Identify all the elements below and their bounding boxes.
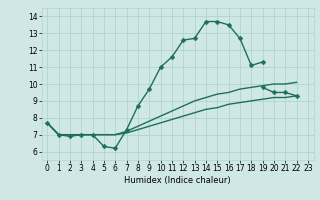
X-axis label: Humidex (Indice chaleur): Humidex (Indice chaleur) xyxy=(124,176,231,185)
